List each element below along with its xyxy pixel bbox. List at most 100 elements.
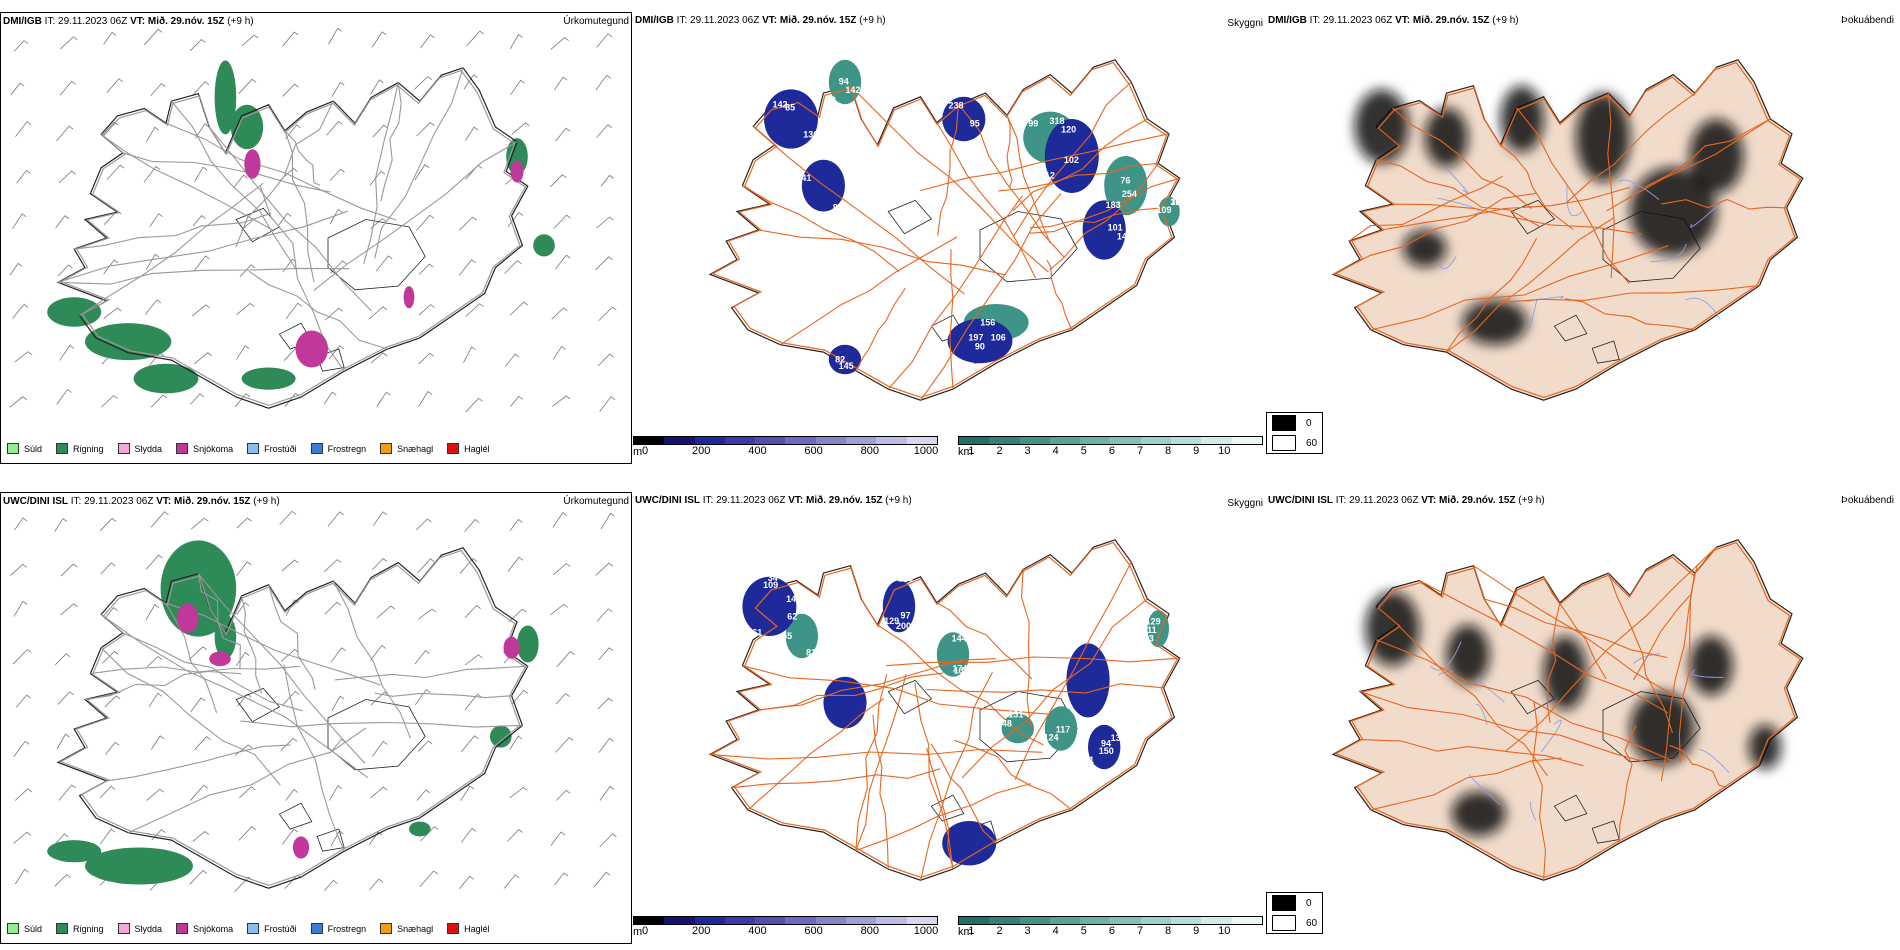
colorbar-cell (906, 917, 937, 924)
colorbar-tick: 5 (1080, 925, 1087, 937)
colorbar-tick: 3 (1024, 925, 1031, 937)
visibility-value-label: 102 (1064, 155, 1079, 165)
visibility-value-label: 135 (954, 665, 969, 675)
visibility-value-label: 156 (980, 318, 995, 328)
legend-label: Rigning (73, 443, 104, 454)
colorbar-cell (724, 437, 756, 444)
visibility-value-label: 318 (1049, 116, 1064, 126)
visibility-value-label: 142 (772, 99, 787, 109)
legend-label: Slydda (134, 443, 163, 454)
road-network (59, 549, 528, 887)
colorbar-cell (1110, 917, 1141, 924)
snow-areas (244, 149, 524, 368)
colorbar-tick: 600 (804, 445, 823, 457)
road-network (711, 61, 1180, 401)
legend-label: Snjókoma (193, 443, 234, 454)
colorbar-tick: 400 (748, 925, 767, 937)
legend-label: Slydda (134, 923, 163, 934)
colorbar-cell (1110, 437, 1141, 444)
legend-label: Snjókoma (193, 923, 234, 934)
visibility-value-label: 129 (884, 616, 899, 626)
precip-map (10, 510, 617, 893)
colorbar-cell (989, 437, 1020, 444)
visibility-value-label: 85 (785, 103, 795, 113)
legend-label: Haglél (464, 923, 490, 934)
legend-swatch (447, 923, 460, 934)
colorbar-tick: 5 (1080, 445, 1087, 457)
legend-swatch (447, 443, 460, 454)
visibility-value-label: 136 (803, 130, 818, 140)
colorbar-cell (1171, 917, 1202, 924)
colorbar-cell (1049, 917, 1081, 924)
visibility-value-label: 254 (1122, 189, 1137, 199)
legend-item: Rigning (56, 443, 104, 454)
precip-type-panel-1: DMI/IGB IT: 29.11.2023 06Z VT: Mið. 29.n… (0, 12, 632, 464)
colorbar-cell (1140, 437, 1172, 444)
visibility-value-label: 117 (1056, 725, 1071, 735)
legend-swatch (117, 443, 130, 454)
legend-swatch (7, 923, 19, 934)
panel-title: DMI/IGB IT: 29.11.2023 06Z VT: Mið. 29.n… (635, 15, 886, 26)
visibility-km-areas (785, 610, 1169, 751)
precip-legend: Súld Rigning Slydda Snjókoma Frostúði Frostre… (7, 443, 490, 454)
legend-label: Súld (24, 443, 43, 454)
colorbar-tick: 800 (860, 925, 879, 937)
visibility-value-label: 95 (970, 119, 980, 129)
colorbar-tick: 3 (1024, 445, 1031, 457)
colorbar-cell (694, 917, 725, 924)
colorbar-tick: 2 (996, 925, 1003, 937)
visibility-value-labels: 85 102 95 106 101 94 82 76 87 109 120 99 156 133 136 14… (772, 76, 1185, 371)
colorbar-tick: 1000 (913, 925, 939, 937)
colorbar-tick: 1 (968, 445, 975, 457)
visibility-value-label: 101 (1108, 223, 1123, 233)
colorbar-cell (724, 917, 756, 924)
legend-swatch (56, 923, 69, 934)
colorbar-tick: 9 (1193, 925, 1200, 937)
colorbar-strip (633, 916, 938, 925)
fog-legend-swatch (1272, 415, 1296, 431)
colorbar-cell (989, 917, 1020, 924)
legend-swatch (56, 443, 69, 454)
visibility-value-label: 124 (1043, 732, 1058, 742)
visibility-value-label: 11 (1085, 755, 1095, 765)
colorbar-tick: 800 (860, 445, 879, 457)
visibility-value-label: 34 (768, 573, 778, 583)
visibility-value-label: 174 (952, 663, 967, 673)
visibility-map: 85 102 95 106 101 94 82 76 87 109 120 99 156 133 136 14… (708, 59, 1185, 401)
visibility-value-label: 133 (1111, 733, 1126, 743)
colorbar-cell (1080, 917, 1111, 924)
visibility-value-label: 81 (806, 647, 816, 657)
legend-label: Frostúði (264, 923, 297, 934)
colorbar-cell (755, 917, 786, 924)
fog-map (1331, 539, 1804, 881)
panel-param-title: Úrkomutegund (563, 496, 629, 507)
colorbar-tick: 10 (1218, 445, 1231, 457)
colorbar-tick: 4 (1052, 445, 1059, 457)
legend-swatch (380, 443, 393, 454)
colorbar-strip (958, 436, 1263, 445)
legend-label: Snæhagl (397, 923, 434, 934)
road-network (1332, 61, 1802, 399)
legend-item: Rigning (56, 923, 104, 934)
visibility-value-label: 142 (845, 85, 860, 95)
panel-title: DMI/IGB IT: 29.11.2023 06Z VT: Mið. 29.n… (1268, 15, 1519, 26)
visibility-value-label: 94 (1101, 739, 1111, 749)
fog-index-areas (1365, 591, 1782, 836)
visibility-value-label: 183 (1106, 200, 1121, 210)
colorbar-cell (906, 437, 937, 444)
panel-param-title: Þokuábendi (1841, 495, 1894, 506)
panel-title: UWC/DINI ISL IT: 29.11.2023 06Z VT: Mið.… (635, 495, 912, 506)
fog-legend-item: 0 (1267, 893, 1322, 913)
visibility-value-label: 61 (752, 627, 762, 637)
visibility-value-label: 87 (833, 203, 843, 213)
fog-legend-item: 60 (1267, 433, 1322, 453)
legend-item: Frostregn (310, 923, 366, 934)
colorbar-cell (876, 437, 907, 444)
colorbar-tick: 8 (1165, 445, 1172, 457)
visibility-value-label: 76 (1120, 175, 1130, 185)
visibility-value-label: 109 (763, 580, 778, 590)
visibility-value-label: 109 (1156, 205, 1171, 215)
colorbar-tick: 400 (748, 445, 767, 457)
legend-swatch (247, 443, 260, 454)
colorbar-cell (1140, 917, 1172, 924)
